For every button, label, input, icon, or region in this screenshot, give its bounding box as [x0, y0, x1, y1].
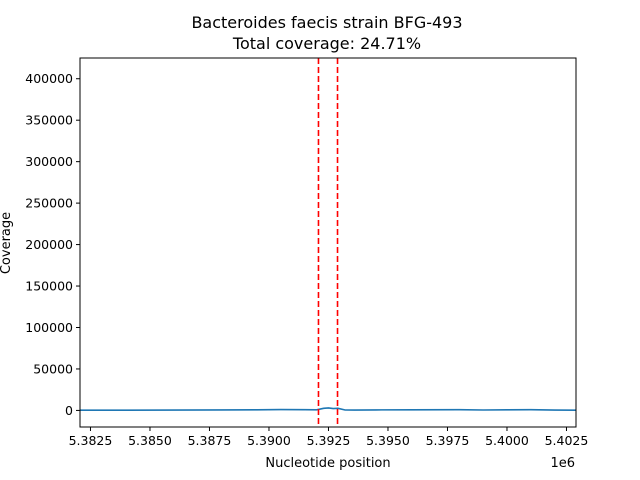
y-tick-label: 100000 [25, 320, 73, 335]
y-tick-label: 50000 [33, 361, 73, 376]
y-tick-label: 150000 [25, 279, 73, 294]
x-tick-label: 5.3925 [307, 433, 351, 448]
x-axis-offset-label: 1e6 [550, 456, 575, 471]
x-tick-label: 5.4025 [545, 433, 589, 448]
chart-title: Bacteroides faecis strain BFG-493 [191, 13, 462, 32]
y-axis-label: Coverage [0, 212, 14, 274]
x-tick-label: 5.3875 [188, 433, 232, 448]
x-axis: 5.3825 5.3850 5.3875 5.3900 5.3925 5.3950 5.39… [69, 427, 589, 448]
x-tick-label: 5.3850 [128, 433, 172, 448]
y-tick-label: 250000 [25, 196, 73, 211]
x-tick-label: 5.3825 [69, 433, 113, 448]
plot-frame [79, 57, 577, 428]
chart-subtitle: Total coverage: 24.71% [232, 34, 421, 53]
plot-area [80, 58, 577, 427]
x-tick-label: 5.3950 [366, 433, 410, 448]
y-tick-label: 400000 [25, 71, 73, 86]
y-tick-label: 350000 [25, 113, 73, 128]
y-axis: 0 50000 100000 150000 200000 250000 300000 3500… [25, 71, 80, 418]
x-axis-label: Nucleotide position [265, 456, 390, 471]
coverage-series-line [80, 407, 577, 412]
y-tick-label: 0 [65, 403, 73, 418]
y-tick-label: 200000 [25, 237, 73, 252]
y-tick-label: 300000 [25, 154, 73, 169]
x-tick-label: 5.3900 [247, 433, 291, 448]
x-tick-label: 5.3975 [426, 433, 470, 448]
x-tick-label: 5.4000 [485, 433, 529, 448]
